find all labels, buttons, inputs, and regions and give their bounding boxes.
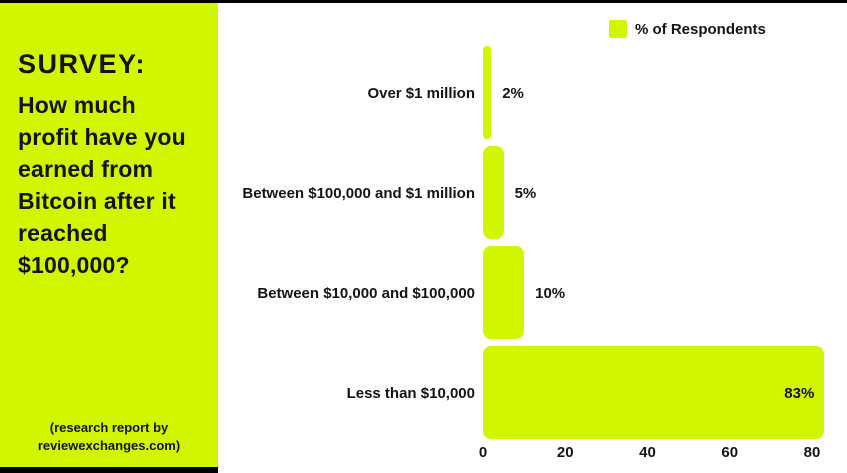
x-tick-label: 20 [556,444,574,461]
x-tick-label: 80 [803,444,821,461]
survey-panel: SURVEY: How much profit have you earned … [0,3,218,467]
category-label: Over $1 million [367,84,475,102]
bar-row: Between $10,000 and $100,000 10% [218,243,847,343]
legend-swatch-icon [609,20,627,38]
x-tick-label: 40 [639,444,656,461]
value-label: 83% [784,384,815,402]
bar-row: Less than $10,000 83% [218,343,847,443]
source-credit: (research report by reviewexchanges.com) [37,420,181,453]
category-label: Between $100,000 and $1 million [242,184,475,202]
category-label: Less than $10,000 [346,384,475,402]
survey-question: How much profit have you earned from Bit… [18,92,186,278]
x-tick-label: 60 [721,444,739,461]
bar [483,46,492,139]
bar [483,346,825,439]
value-label: 5% [514,184,537,202]
bar-rows: Over $1 million 2% Between $100,000 and $1… [218,43,847,443]
x-axis: 0 20 40 60 80 [218,444,847,466]
bar-chart: % of Respondents Over $1 million 2% Betwee… [218,3,847,473]
bar [483,246,525,339]
panel-title: SURVEY: [18,49,147,79]
value-label: 2% [502,84,524,102]
bar-row: Over $1 million 2% [218,43,847,143]
legend-label: % of Respondents [635,20,766,38]
x-tick-label: 0 [478,444,488,461]
bar-row: Between $100,000 and $1 million 5% [218,143,847,243]
bar [483,146,504,239]
chart-legend: % of Respondents [609,20,766,38]
category-label: Between $10,000 and $100,000 [257,284,475,302]
value-label: 10% [535,284,566,302]
